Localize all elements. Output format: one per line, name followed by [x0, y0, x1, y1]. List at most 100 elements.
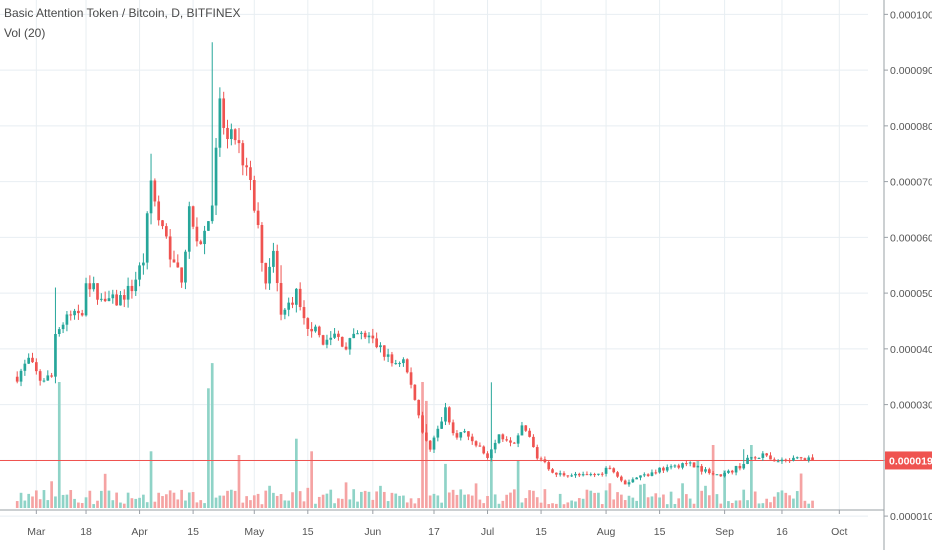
x-tick-label: 15: [302, 526, 314, 538]
volume-bar: [719, 503, 723, 508]
volume-bar: [295, 438, 298, 508]
volume-bar: [769, 502, 772, 508]
candlesticks: [15, 42, 814, 487]
volume-bar: [46, 500, 50, 508]
candle-body: [520, 425, 524, 436]
candle-body: [528, 430, 531, 437]
volume-bar: [570, 500, 573, 508]
candle-body: [138, 265, 141, 280]
candle-body: [662, 467, 665, 471]
volume-bar: [535, 497, 539, 508]
volume-bar: [187, 492, 191, 508]
candle-body: [673, 465, 677, 467]
volume-bar: [321, 494, 325, 508]
volume-bar: [447, 492, 451, 508]
candle-body: [46, 375, 50, 381]
volume-bar: [593, 492, 596, 508]
candle-body: [161, 220, 164, 227]
volume-legend[interactable]: Vol (20): [4, 26, 46, 40]
volume-bar: [344, 482, 348, 508]
volume-bar: [226, 490, 229, 508]
candle-body: [685, 463, 688, 465]
candle-body: [490, 449, 493, 458]
candle-body: [616, 472, 619, 477]
candle-body: [497, 434, 501, 443]
candle-body: [604, 467, 608, 474]
candle-body: [187, 206, 191, 252]
candle-body: [734, 465, 738, 473]
volume-bar: [199, 500, 203, 508]
candle-body: [795, 457, 799, 459]
volume-bar: [425, 400, 428, 508]
volume-bar: [589, 490, 593, 508]
candle-body: [306, 318, 310, 329]
y-tick-label: 0.00005000: [890, 288, 932, 300]
volume-bar: [566, 502, 570, 508]
x-tick-label: 15: [187, 526, 199, 538]
x-tick-label: 15: [535, 526, 547, 538]
volume-bar: [367, 491, 371, 508]
volume-bar: [501, 500, 505, 508]
candle-body: [130, 285, 134, 292]
candle-body: [207, 221, 210, 231]
candle-body: [111, 294, 115, 299]
candle-body: [199, 241, 203, 245]
candle-body: [746, 457, 749, 464]
volume-bars: [15, 363, 814, 508]
volume-bar: [750, 445, 753, 508]
candle-body: [807, 457, 811, 461]
candle-body: [600, 473, 604, 475]
candle-body: [34, 362, 38, 372]
volume-bar: [203, 503, 206, 508]
x-tick-label: Apr: [131, 526, 148, 538]
volume-bar: [382, 491, 386, 508]
candle-body: [275, 250, 279, 284]
y-tick-label: 0.00009000: [890, 65, 932, 77]
candle-body: [593, 474, 596, 476]
candle-body: [218, 98, 222, 148]
volume-bar: [317, 496, 321, 508]
volume-bar: [432, 493, 436, 508]
x-tick-label: 15: [654, 526, 666, 538]
symbol-legend[interactable]: Basic Attention Token / Bitcoin, D, BITF…: [4, 6, 241, 20]
volume-bar: [138, 497, 141, 508]
volume-bar: [329, 489, 333, 508]
candle-body: [298, 288, 302, 308]
volume-bar: [134, 498, 138, 508]
candle-body: [19, 370, 23, 382]
candle-body: [436, 428, 440, 438]
y-tick-label: 0.00008000: [890, 121, 932, 133]
candle-body: [555, 472, 558, 475]
volume-bar: [612, 499, 616, 508]
candle-body: [627, 482, 631, 485]
volume-bar: [352, 489, 356, 508]
candle-body: [650, 472, 654, 476]
volume-bar: [241, 502, 245, 508]
volume-bar: [356, 501, 359, 508]
volume-bar: [662, 494, 665, 508]
candle-body: [428, 440, 432, 450]
volume-bar: [375, 491, 378, 508]
candle-body: [440, 421, 443, 429]
volume-bar: [333, 503, 336, 508]
volume-bar: [252, 495, 256, 508]
volume-bar: [210, 363, 214, 508]
volume-bar: [524, 498, 528, 508]
volume-bar: [80, 503, 84, 508]
x-tick-label: Mar: [27, 526, 46, 538]
candle-body: [317, 326, 321, 336]
candle-body: [451, 422, 455, 434]
volume-bar: [780, 490, 784, 508]
candle-body: [172, 259, 176, 263]
volume-bar: [642, 483, 646, 508]
volume-bar: [84, 497, 88, 508]
volume-bar: [543, 489, 547, 508]
candle-body: [184, 251, 187, 283]
candle-body: [757, 457, 761, 459]
candle-body: [92, 283, 96, 290]
volume-bar: [734, 500, 738, 508]
candle-body: [168, 236, 172, 260]
volume-bar: [96, 500, 99, 508]
candle-body: [325, 339, 329, 345]
